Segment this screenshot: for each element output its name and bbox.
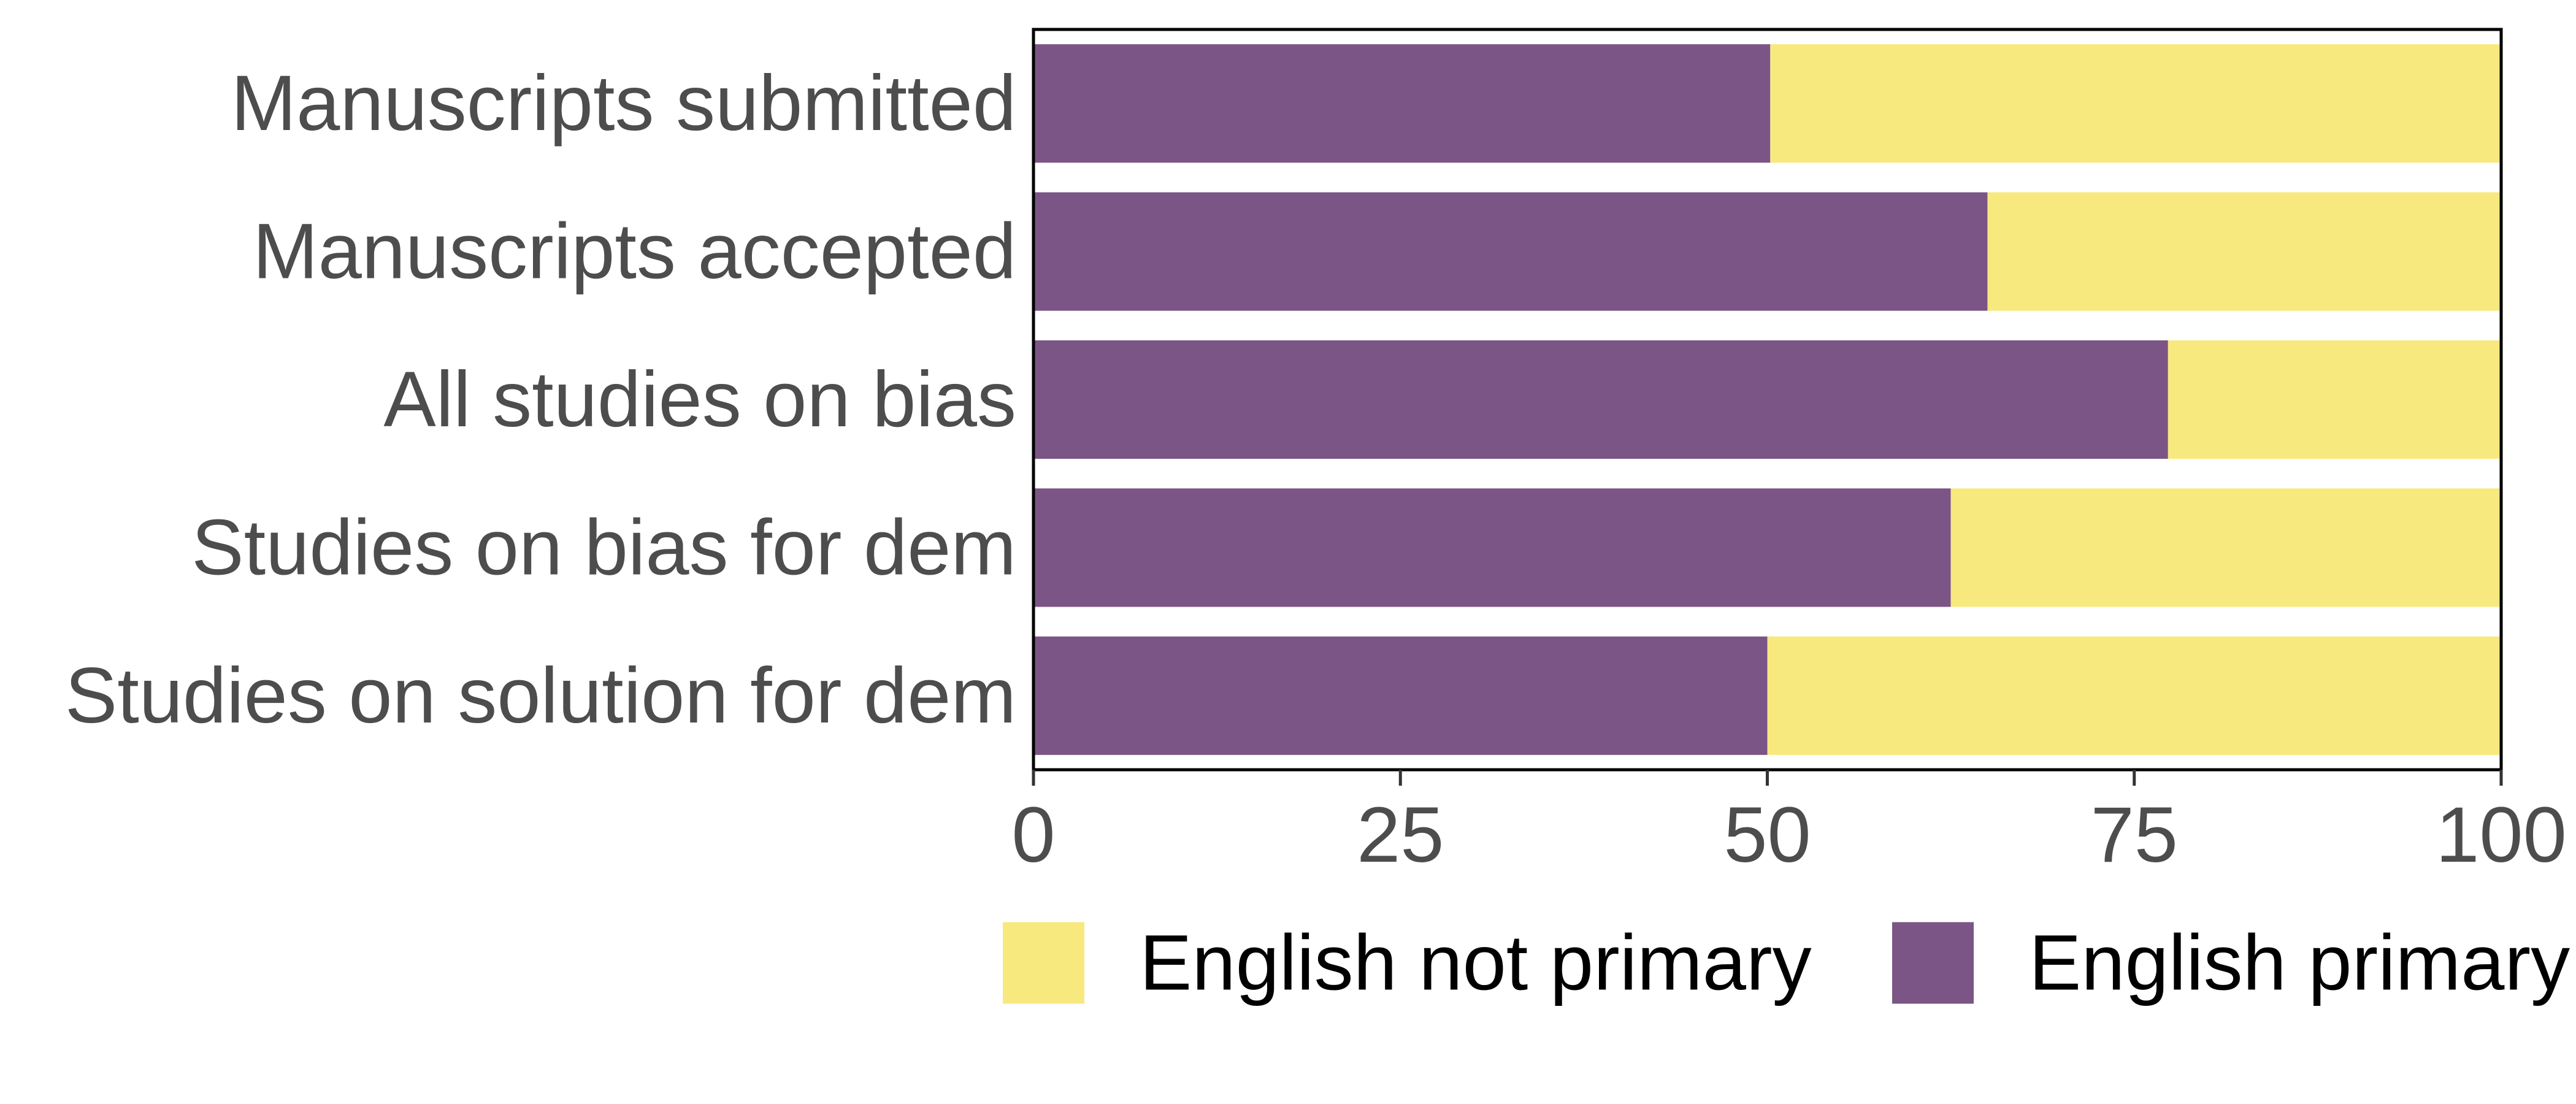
category-label: Studies on solution for dem — [65, 652, 1016, 740]
bar-english-primary-3 — [1033, 488, 1951, 607]
category-label: All studies on bias — [383, 356, 1016, 443]
legend-label: English primary — [2029, 919, 2570, 1007]
bar-english-not-primary-4 — [1767, 636, 2501, 755]
x-tick-label: 0 — [1011, 791, 1055, 879]
category-label: Manuscripts submitted — [231, 59, 1017, 147]
bar-english-primary-2 — [1033, 340, 2168, 459]
bar-english-primary-1 — [1033, 192, 1988, 311]
bar-english-not-primary-1 — [1987, 192, 2501, 311]
x-tick-label: 75 — [2091, 791, 2178, 879]
bars-layer — [1033, 44, 2501, 755]
legend-swatch — [1003, 922, 1084, 1004]
category-label: Studies on bias for dem — [191, 504, 1016, 591]
x-tick-label: 100 — [2436, 791, 2567, 879]
x-tick-label: 50 — [1723, 791, 1811, 879]
legend-label: English not primary — [1140, 919, 1812, 1007]
category-label: Manuscripts accepted — [253, 208, 1016, 296]
bar-english-not-primary-3 — [1950, 488, 2501, 607]
legend: English not primary English primary — [1003, 919, 2570, 1007]
bar-english-primary-0 — [1033, 44, 1771, 163]
legend-swatch — [1892, 922, 1974, 1004]
bar-english-not-primary-0 — [1770, 44, 2501, 163]
x-axis: 0 25 50 75 100 — [1011, 770, 2567, 879]
x-tick-label: 25 — [1357, 791, 1444, 879]
bar-english-not-primary-2 — [2168, 340, 2501, 459]
category-labels: Manuscripts submitted Manuscripts accepte… — [65, 59, 1016, 740]
bar-english-primary-4 — [1033, 636, 1768, 755]
